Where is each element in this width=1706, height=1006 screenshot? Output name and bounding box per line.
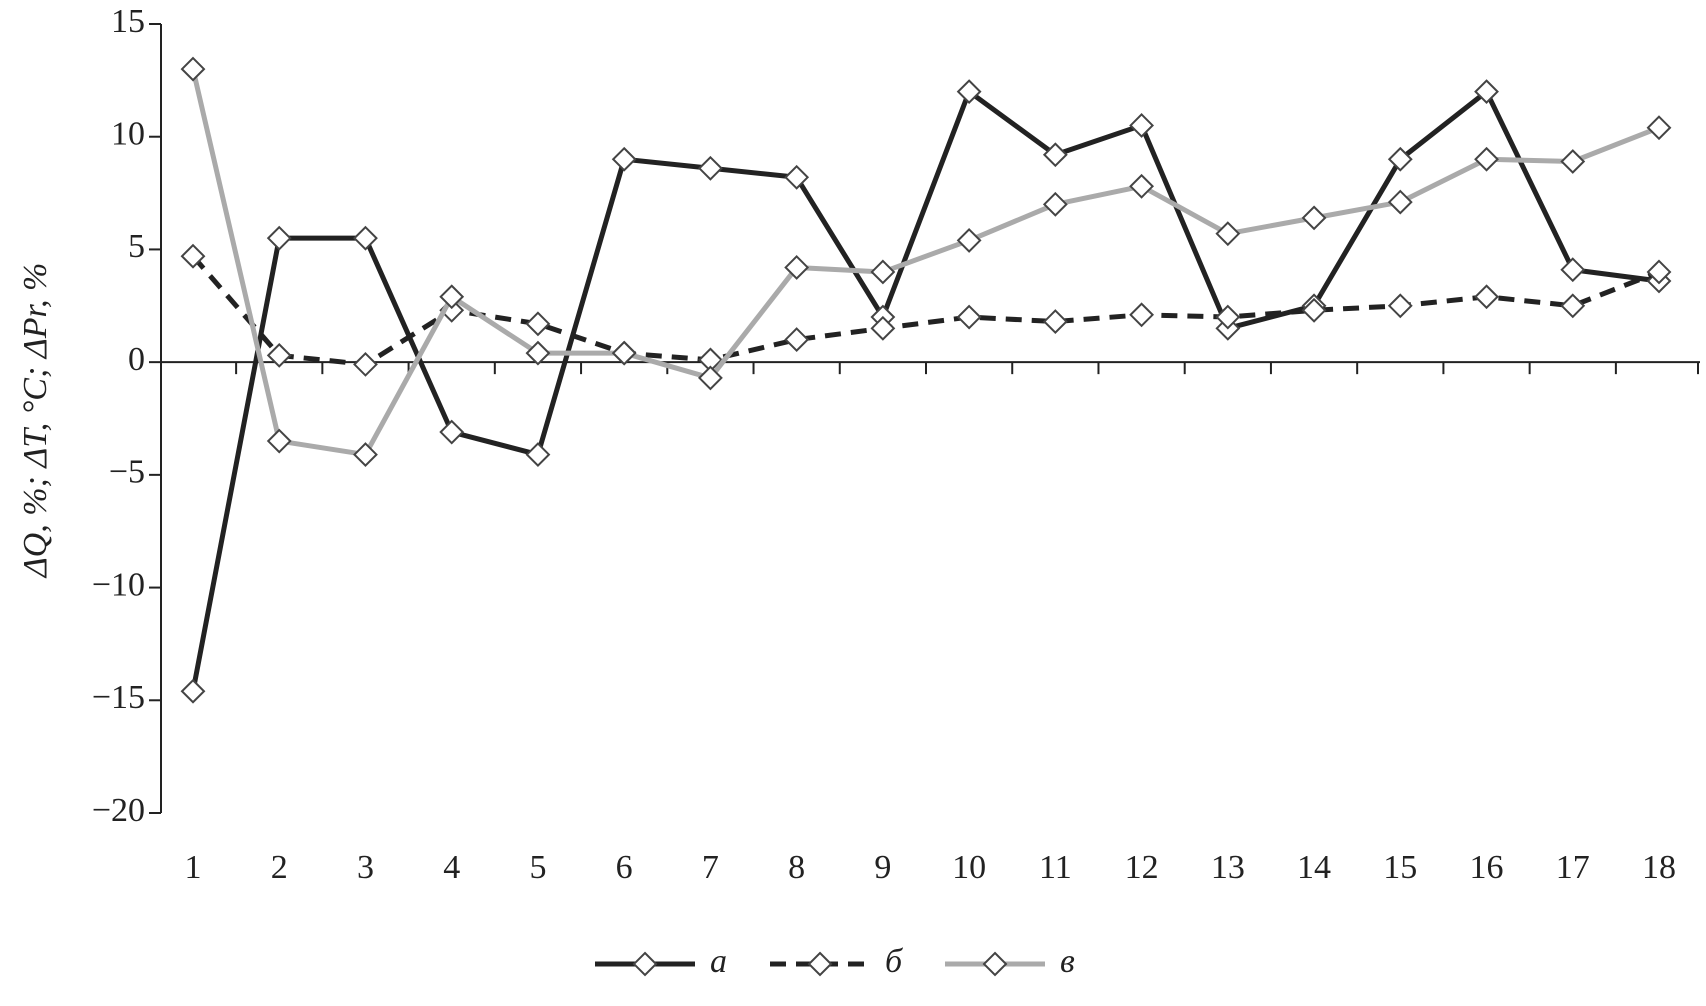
- y-tick-label: −5: [109, 454, 145, 491]
- point: [1301, 297, 1327, 323]
- point: [611, 146, 637, 172]
- point: [611, 340, 637, 366]
- point: [525, 340, 551, 366]
- y-tick-label: 10: [111, 116, 145, 153]
- point: [1301, 205, 1327, 231]
- point: [784, 255, 810, 280]
- point: [180, 243, 206, 269]
- legend-label: в: [1060, 943, 1075, 980]
- point: [525, 311, 551, 337]
- point: [784, 164, 810, 190]
- x-tick-label: 12: [1125, 849, 1159, 886]
- x-tick-label: 4: [443, 849, 460, 886]
- point: [1560, 149, 1586, 174]
- x-tick-label: 15: [1383, 849, 1417, 886]
- x-tick-label: 18: [1642, 849, 1676, 886]
- x-tick-label: 17: [1556, 849, 1590, 886]
- x-tick-label: 14: [1297, 849, 1331, 886]
- y-tick-label: 0: [128, 341, 145, 378]
- x-tick-label: 7: [702, 849, 719, 886]
- point: [1215, 304, 1241, 330]
- point: [266, 225, 292, 251]
- y-tick-label: −10: [92, 566, 145, 603]
- point: [353, 442, 378, 467]
- y-tick-label: 5: [128, 228, 145, 265]
- legend-label: а: [710, 943, 727, 980]
- point: [353, 351, 378, 377]
- x-tick-label: 6: [616, 849, 633, 886]
- point: [956, 227, 982, 253]
- x-tick-label: 11: [1039, 849, 1072, 886]
- x-tick-label: 13: [1211, 849, 1245, 886]
- point: [1646, 115, 1672, 141]
- point: [870, 259, 896, 285]
- point: [956, 79, 982, 105]
- point: [1646, 259, 1672, 285]
- point: [1474, 146, 1499, 172]
- point: [266, 342, 292, 368]
- x-tick-label: 1: [185, 849, 202, 886]
- point: [1042, 309, 1068, 334]
- point: [1129, 173, 1155, 199]
- point: [1042, 142, 1068, 168]
- point: [697, 365, 723, 391]
- point: [1042, 191, 1068, 217]
- point: [1560, 293, 1586, 319]
- point: [956, 304, 982, 330]
- series-line: [190, 68, 1660, 458]
- legend-marker: [807, 951, 833, 977]
- point: [180, 56, 206, 82]
- legend-marker: [982, 951, 1008, 977]
- point: [1560, 257, 1586, 283]
- point: [784, 327, 810, 353]
- point: [1129, 113, 1155, 138]
- x-tick-label: 10: [952, 849, 986, 886]
- x-tick-label: 3: [357, 849, 374, 886]
- x-tick-label: 9: [874, 849, 891, 886]
- point: [1474, 79, 1499, 105]
- x-tick-label: 8: [788, 849, 805, 886]
- x-tick-label: 5: [529, 849, 546, 886]
- point: [1387, 189, 1413, 215]
- y-tick-label: 15: [111, 3, 145, 40]
- point: [1129, 302, 1155, 328]
- legend-label: б: [885, 943, 904, 980]
- series-line: [190, 89, 1660, 692]
- x-tick-label: 16: [1470, 849, 1504, 886]
- point: [266, 428, 292, 454]
- point: [353, 225, 378, 251]
- point: [1387, 293, 1413, 319]
- point: [1474, 284, 1499, 310]
- point: [1387, 146, 1413, 172]
- point: [439, 419, 465, 445]
- y-tick-label: −20: [92, 792, 145, 829]
- y-axis-label: ΔQ, %; ΔT, °C; ΔPr, %: [17, 263, 54, 580]
- point: [1215, 221, 1241, 247]
- point: [525, 442, 551, 467]
- point: [180, 678, 206, 704]
- point: [697, 155, 723, 181]
- legend-marker: [632, 951, 658, 977]
- x-tick-label: 2: [271, 849, 288, 886]
- point: [439, 284, 465, 310]
- y-tick-label: −15: [92, 679, 145, 716]
- point: [870, 315, 896, 341]
